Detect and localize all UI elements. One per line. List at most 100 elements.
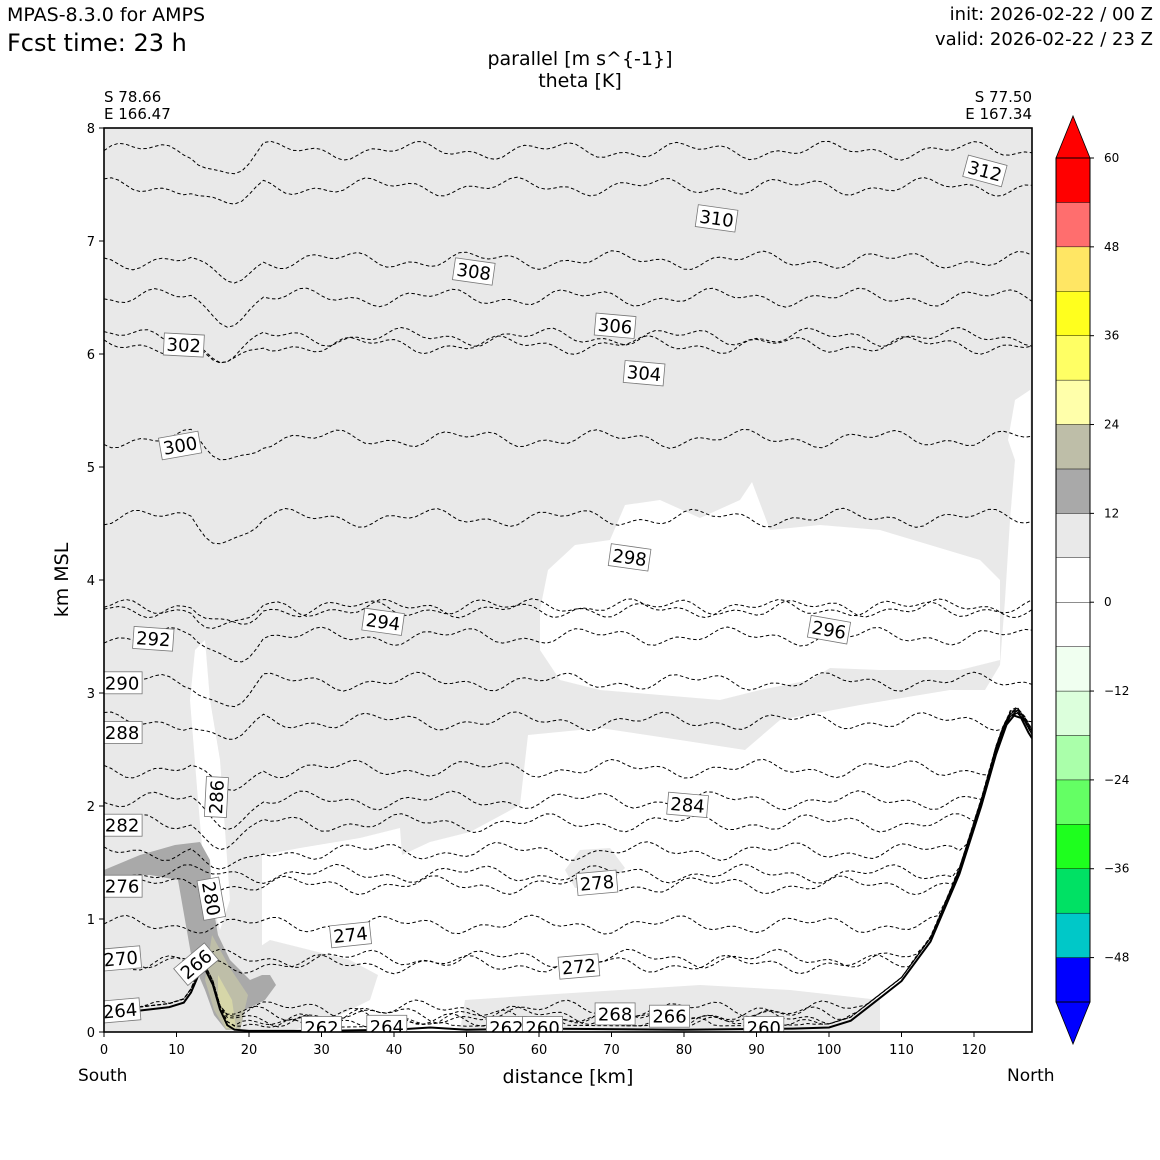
contour-label-text: 288 bbox=[105, 723, 139, 744]
contour-label-text: 294 bbox=[364, 610, 401, 636]
theta-contour-284 bbox=[104, 708, 1032, 831]
contour-label-310: 310 bbox=[694, 204, 739, 233]
colorbar-segment bbox=[1055, 735, 1091, 781]
contour-label-296: 296 bbox=[806, 614, 852, 645]
contour-label-box bbox=[743, 1016, 785, 1032]
contour-label-text: 282 bbox=[105, 816, 139, 837]
contour-label-270: 270 bbox=[104, 945, 143, 972]
wind-shading bbox=[104, 128, 1032, 1032]
contour-label-box bbox=[593, 312, 637, 339]
contour-label-text: 264 bbox=[102, 1000, 138, 1024]
contour-label-276: 276 bbox=[104, 874, 143, 898]
contour-label-292: 292 bbox=[132, 626, 175, 652]
contour-label-text: 284 bbox=[669, 794, 705, 818]
contour-label-box bbox=[522, 1016, 563, 1032]
forecast-time: Fcst time: 23 h bbox=[7, 29, 187, 57]
colorbar-segment bbox=[1055, 424, 1091, 470]
x-tick-label: 40 bbox=[386, 1043, 403, 1058]
contour-label-box bbox=[301, 1016, 342, 1032]
theta-contour-298 bbox=[104, 507, 1032, 545]
colorbar-tick-label: 0 bbox=[1104, 595, 1112, 609]
x-tick-label: 10 bbox=[168, 1043, 185, 1058]
y-tick-label: 3 bbox=[87, 687, 95, 702]
colorbar-segment bbox=[1055, 246, 1091, 292]
colorbar-tick-label: 60 bbox=[1104, 151, 1119, 165]
colorbar-tick-label: 48 bbox=[1104, 240, 1119, 254]
contour-label-box bbox=[132, 626, 175, 652]
valid-time: valid: 2026-02-22 / 23 Z bbox=[935, 29, 1153, 50]
contour-label-text: 310 bbox=[698, 207, 735, 233]
theta-contour-300 bbox=[104, 428, 1032, 461]
x-tick-label: 60 bbox=[531, 1043, 548, 1058]
contour-label-text: 262 bbox=[304, 1018, 338, 1039]
colorbar-tick-label: 24 bbox=[1104, 418, 1119, 432]
colorbar-segment bbox=[1055, 468, 1091, 514]
colorbar-segment bbox=[1055, 157, 1091, 203]
x-tick-label: 100 bbox=[817, 1043, 842, 1058]
start-longitude: E 166.47 bbox=[104, 105, 171, 123]
contour-label-box bbox=[607, 543, 652, 572]
x-tick-label: 120 bbox=[962, 1043, 987, 1058]
contour-label-260: 260 bbox=[743, 1016, 785, 1039]
colorbar-segment bbox=[1055, 646, 1091, 692]
theta-contours bbox=[104, 140, 1032, 1028]
contour-label-box bbox=[962, 154, 1008, 188]
contour-label-text: 308 bbox=[455, 260, 492, 286]
contour-label-text: 306 bbox=[597, 315, 633, 339]
chart-title: parallel [m s^{-1}] bbox=[487, 48, 673, 70]
colorbar: 60 48 36 24 12 0 −12 −24 −36 −48 bbox=[1055, 114, 1129, 1046]
colorbar-segment bbox=[1055, 379, 1091, 425]
contour-label-text: 260 bbox=[525, 1018, 559, 1039]
theta-contour-292 bbox=[104, 626, 1032, 663]
contour-label-text: 274 bbox=[332, 924, 368, 948]
theta-contour-286 bbox=[104, 707, 1032, 791]
theta-contour-260 bbox=[104, 712, 1032, 1028]
y-tick-label: 8 bbox=[87, 122, 95, 137]
colorbar-tick-label: −24 bbox=[1104, 773, 1129, 787]
contour-label-box bbox=[806, 614, 852, 645]
contour-label-284: 284 bbox=[666, 791, 709, 819]
south-label: South bbox=[78, 1066, 128, 1086]
contour-label-box bbox=[104, 813, 143, 837]
colorbar-tick-label: 36 bbox=[1104, 329, 1119, 343]
contour-label-box bbox=[575, 869, 619, 896]
north-label: North bbox=[1007, 1066, 1055, 1086]
contour-label-266: 266 bbox=[649, 1004, 690, 1028]
contour-label-box bbox=[104, 997, 142, 1024]
contour-label-text: 260 bbox=[747, 1018, 781, 1039]
theta-contour-278 bbox=[104, 709, 1032, 884]
contour-label-262: 262 bbox=[301, 1016, 342, 1039]
contour-label-274: 274 bbox=[329, 921, 372, 949]
contour-label-text: 268 bbox=[598, 1004, 632, 1025]
contour-label-262: 262 bbox=[485, 1016, 527, 1032]
contour-label-box bbox=[173, 942, 220, 987]
contour-label-box bbox=[666, 791, 709, 819]
colorbar-segment bbox=[1055, 602, 1091, 647]
contour-label-box bbox=[104, 721, 143, 744]
colorbar-tick-label: 12 bbox=[1104, 506, 1119, 520]
colorbar-tick-label: −36 bbox=[1104, 862, 1129, 876]
contour-labels: 312 310 308 306 304 302 300 298 296 294 292 290 288 2… bbox=[102, 154, 1008, 1039]
x-tick-label: 80 bbox=[676, 1043, 693, 1058]
contour-label-278: 278 bbox=[575, 869, 619, 896]
contour-label-box bbox=[452, 257, 496, 286]
contour-label-282: 282 bbox=[104, 813, 143, 837]
x-tick-label: 70 bbox=[603, 1043, 620, 1058]
contour-label-box bbox=[158, 430, 203, 461]
contour-label-box bbox=[361, 607, 405, 636]
contour-label-308: 308 bbox=[452, 257, 496, 286]
theta-contour-306 bbox=[104, 287, 1032, 328]
y-axis-label: km MSL bbox=[51, 542, 73, 617]
contour-label-text: 292 bbox=[135, 628, 171, 651]
theta-contour-302 bbox=[104, 335, 1032, 364]
contour-label-294: 294 bbox=[361, 607, 405, 636]
y-tick-label: 0 bbox=[87, 1026, 95, 1041]
x-tick-label: 110 bbox=[889, 1043, 914, 1058]
shade-gray-lowlevel bbox=[230, 940, 378, 1031]
contour-label-text: 266 bbox=[652, 1007, 686, 1028]
contour-label-text: 302 bbox=[166, 335, 201, 358]
contour-label-box bbox=[622, 360, 666, 387]
colorbar-segment bbox=[1055, 912, 1091, 958]
theta-contour-308 bbox=[104, 250, 1032, 284]
